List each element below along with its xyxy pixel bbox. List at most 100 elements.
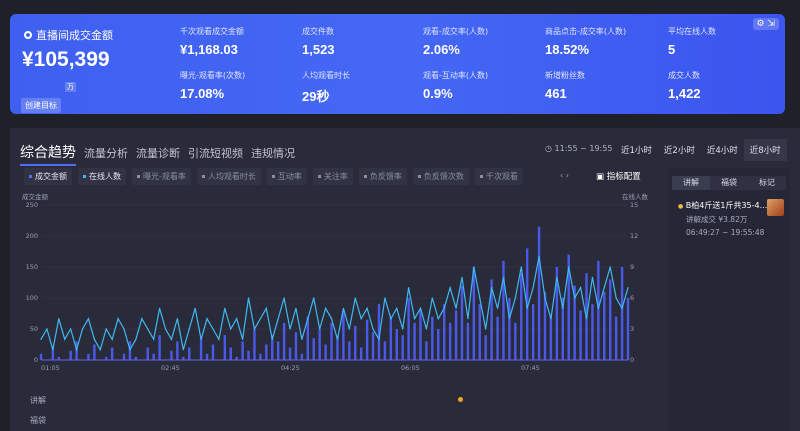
online-point (218, 338, 220, 340)
side-tab[interactable]: 标记 (759, 178, 775, 187)
left-tick: 150 (26, 263, 38, 271)
tab-4[interactable]: 违规情况 (251, 147, 295, 160)
online-point (224, 307, 226, 309)
tab-2[interactable]: 流量诊断 (136, 147, 180, 160)
product-time: 06:49:27 ~ 19:55:48 (686, 228, 765, 237)
online-point (520, 266, 522, 268)
amount-bar (318, 329, 321, 360)
online-point (390, 318, 392, 320)
online-point (609, 266, 611, 268)
left-tick: 0 (34, 356, 38, 364)
amount-bar (336, 335, 339, 360)
metric-chip[interactable]: 在线人数 (78, 168, 126, 185)
amount-bar (603, 291, 606, 360)
amount-bar (579, 310, 582, 360)
explain-marker[interactable] (458, 397, 463, 402)
metric: 观看-互动率(人数) 0.9% (423, 70, 488, 101)
metric-chip[interactable]: 负反馈率 (358, 168, 407, 185)
online-point (627, 287, 629, 289)
online-point (117, 318, 119, 320)
metric-label: 观看-成交率(人数) (423, 27, 489, 36)
online-point (348, 328, 350, 330)
tab-1[interactable]: 流量分析 (84, 147, 128, 160)
right-axis-label: 在线人数 (622, 193, 648, 201)
online-point (360, 318, 362, 320)
online-point (479, 297, 481, 299)
side-tab[interactable]: 讲解 (672, 176, 710, 190)
online-point (597, 307, 599, 309)
online-point (491, 287, 493, 289)
metric-value: 17.08% (180, 86, 225, 101)
metric-chip[interactable]: 互动率 (266, 168, 307, 185)
online-point (129, 349, 131, 351)
total-amount: ¥105,399 (22, 48, 110, 71)
metric-config-button[interactable]: ▣ 指标配置 (596, 170, 641, 182)
side-tab[interactable]: 福袋 (721, 178, 737, 187)
right-tick: 15 (630, 201, 638, 209)
amount-bar (472, 267, 476, 360)
amount-bar (520, 273, 523, 360)
chip-label: 在线人数 (89, 172, 121, 181)
metric-chip[interactable]: 千次观看 (474, 168, 523, 185)
online-point (301, 338, 303, 340)
online-point (461, 276, 463, 278)
range-button[interactable]: 近4小时 (706, 146, 738, 156)
amount-unit: 万 (65, 82, 76, 92)
metric: 曝光-观看率(次数) 17.08% (180, 70, 245, 101)
online-point (603, 287, 605, 289)
online-point (372, 328, 374, 330)
amount-bar (223, 335, 227, 360)
amount-bar (69, 350, 72, 360)
metric-label: 曝光-观看率(次数) (180, 71, 246, 80)
amount-bar (271, 335, 274, 360)
left-tick: 200 (26, 232, 38, 240)
amount-bar (247, 350, 250, 360)
amount-bar (502, 260, 505, 360)
online-point (467, 318, 469, 320)
explain-list-item[interactable]: ● B柏4斤送1斤共35-4... 讲解成交 ¥3.82万 06:49:27 ~… (678, 200, 788, 237)
chip-label: 曝光-观看率 (143, 172, 186, 181)
amount-bar (365, 319, 369, 360)
online-point (431, 297, 433, 299)
metric-chip[interactable]: 成交金额 (24, 168, 72, 185)
online-point (194, 307, 196, 309)
metric-chip[interactable]: 负反馈次数 (412, 168, 469, 185)
amount-bar (342, 310, 345, 360)
amount-bar (265, 344, 268, 360)
online-point (247, 297, 250, 299)
chip-scroll-arrows[interactable]: ‹ › (560, 171, 569, 180)
range-button[interactable]: 近2小时 (663, 146, 695, 156)
right-tick: 12 (630, 232, 638, 240)
amount-bar (531, 304, 535, 360)
online-point (585, 318, 588, 320)
online-point (568, 266, 570, 268)
tab-0[interactable]: 综合趋势 (20, 142, 76, 166)
metric-chip[interactable]: 关注率 (312, 168, 353, 185)
online-point (342, 307, 344, 309)
left-axis-label: 成交金额 (22, 193, 48, 201)
metric-value: 1,422 (668, 86, 701, 101)
amount-bar (146, 347, 149, 360)
create-goal-button[interactable]: 创建目标 (21, 98, 61, 113)
tab-3[interactable]: 引流短视频 (188, 147, 243, 160)
metric-chip[interactable]: 曝光-观看率 (132, 168, 191, 185)
online-point (413, 318, 416, 320)
range-button[interactable]: 近1小时 (621, 146, 652, 156)
chip-dot-icon (137, 175, 140, 178)
online-point (485, 328, 487, 330)
metric-value: 1,523 (302, 42, 335, 57)
online-point (402, 328, 404, 330)
amount-bar (395, 329, 398, 360)
amount-bar (413, 322, 416, 360)
online-point (295, 307, 297, 309)
amount-bar (573, 285, 576, 360)
range-button[interactable]: 近8小时 (743, 139, 787, 161)
settings-button[interactable]: ⚙ ⇲ (752, 18, 779, 30)
amount-bar (122, 353, 126, 360)
chip-label: 互动率 (277, 172, 302, 181)
chip-dot-icon (29, 175, 32, 178)
amount-bar (561, 298, 564, 360)
metric-chip[interactable]: 人均观看时长 (196, 168, 261, 185)
online-point (64, 338, 66, 340)
online-point (81, 328, 84, 330)
